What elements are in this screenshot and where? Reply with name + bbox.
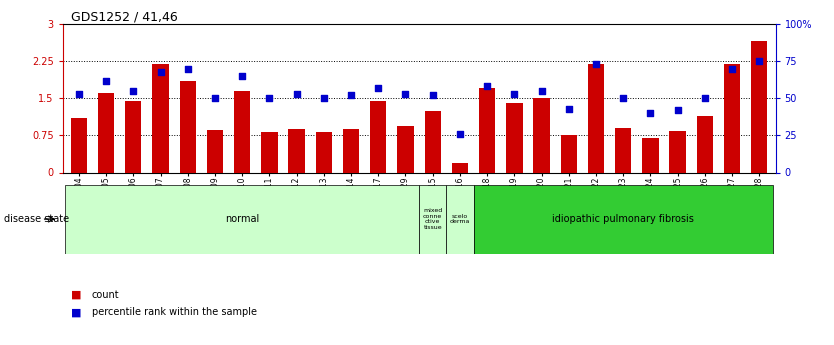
Point [73,91,86,97]
Text: GDS1252 / 41,46: GDS1252 / 41,46 [71,10,178,23]
Point [671,107,685,113]
Text: percentile rank within the sample: percentile rank within the sample [92,307,257,317]
Point [372,85,385,91]
Bar [71,118,87,172]
Bar [153,64,168,172]
Text: count: count [92,290,119,300]
Point [181,66,194,71]
Bar [419,185,446,254]
Bar [315,132,332,172]
Bar [506,103,523,172]
Bar [724,64,741,172]
Bar [397,126,414,172]
Point [153,69,167,75]
Point [480,84,494,89]
Bar [425,111,441,172]
Text: normal: normal [225,214,259,224]
Bar [479,88,495,172]
Bar [261,132,278,172]
Bar [289,129,304,172]
Point [426,92,440,98]
Bar [65,185,419,254]
Point [290,91,304,97]
Bar [179,81,196,172]
Point [263,96,276,101]
Bar [560,135,577,172]
Point [399,91,412,97]
Bar [125,101,142,172]
Bar [751,41,767,172]
Text: disease state: disease state [4,214,69,224]
Bar [234,91,250,172]
Point [99,78,113,83]
Bar [696,116,713,172]
Text: scelo
derma: scelo derma [450,214,470,225]
Point [562,106,575,111]
Text: mixed
conne
ctive
tissue: mixed conne ctive tissue [423,208,442,230]
Point [235,73,249,79]
Text: ■: ■ [71,290,82,300]
Bar [642,138,659,172]
Bar [588,64,604,172]
Point [616,96,630,101]
Point [535,88,548,93]
Point [344,92,358,98]
Bar [534,98,550,172]
Point [590,61,603,67]
Point [317,96,330,101]
Point [726,66,739,71]
Bar [343,129,359,172]
Text: idiopathic pulmonary fibrosis: idiopathic pulmonary fibrosis [552,214,694,224]
Bar [474,185,773,254]
Bar [207,130,224,172]
Point [508,91,521,97]
Bar [98,93,114,172]
Point [453,131,466,137]
Point [752,58,766,64]
Point [208,96,222,101]
Bar [615,128,631,172]
Bar [446,185,474,254]
Point [698,96,711,101]
Bar [670,131,686,172]
Point [127,88,140,93]
Point [644,110,657,116]
Bar [370,101,386,172]
Text: ■: ■ [71,307,82,317]
Bar [452,162,468,172]
